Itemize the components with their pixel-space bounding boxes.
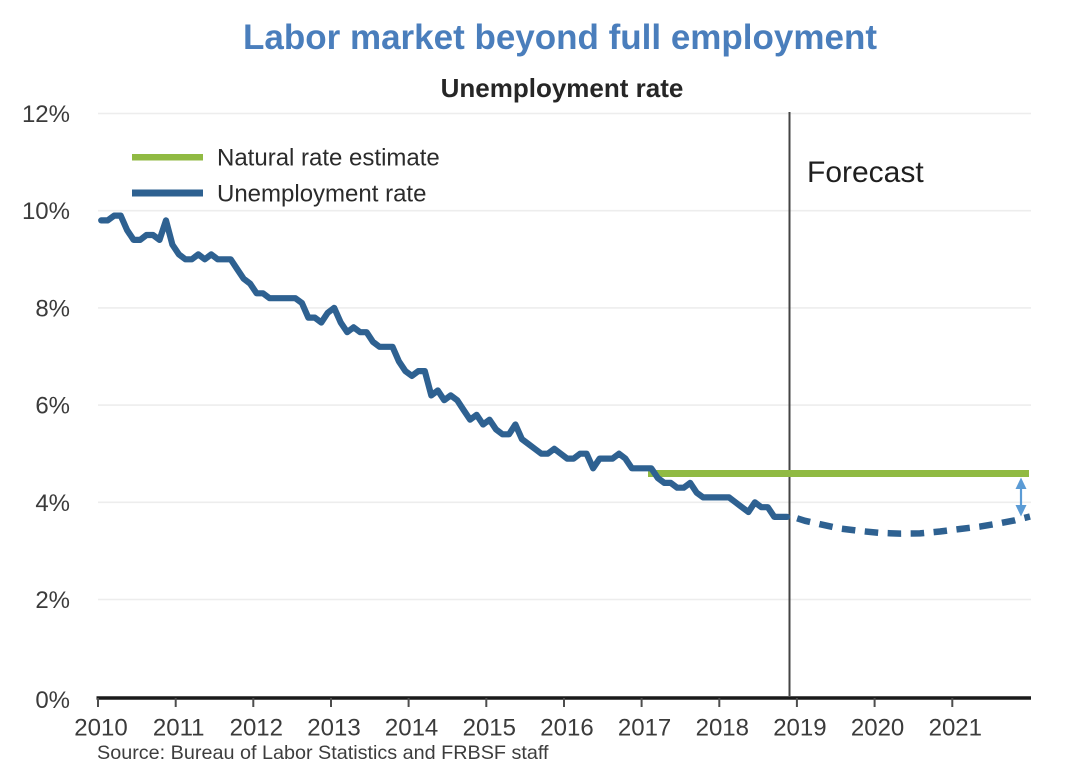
svg-text:0%: 0% [35, 687, 70, 714]
svg-text:Forecast: Forecast [807, 156, 924, 189]
svg-text:2012: 2012 [230, 715, 283, 742]
svg-text:2011: 2011 [153, 715, 205, 742]
svg-text:8%: 8% [35, 295, 70, 322]
svg-text:2018: 2018 [696, 715, 749, 742]
svg-text:12%: 12% [22, 101, 70, 128]
svg-text:2016: 2016 [540, 715, 593, 742]
svg-text:2020: 2020 [851, 715, 904, 742]
svg-text:6%: 6% [35, 393, 70, 420]
svg-text:Labor market beyond full emplo: Labor market beyond full employment [243, 18, 877, 57]
svg-text:Unemployment rate: Unemployment rate [441, 73, 684, 103]
svg-text:2014: 2014 [385, 715, 438, 742]
svg-text:2017: 2017 [618, 715, 671, 742]
svg-text:2010: 2010 [74, 715, 127, 742]
svg-text:Natural rate estimate: Natural rate estimate [217, 145, 440, 172]
svg-text:Unemployment rate: Unemployment rate [217, 181, 426, 208]
svg-text:2021: 2021 [929, 715, 982, 742]
svg-text:2015: 2015 [463, 715, 516, 742]
svg-text:2013: 2013 [307, 715, 360, 742]
svg-text:2019: 2019 [773, 715, 826, 742]
svg-text:10%: 10% [22, 198, 70, 225]
svg-text:4%: 4% [35, 490, 70, 517]
svg-text:2%: 2% [35, 587, 70, 614]
svg-text:Source: Bureau of Labor Statis: Source: Bureau of Labor Statistics and F… [97, 742, 549, 764]
